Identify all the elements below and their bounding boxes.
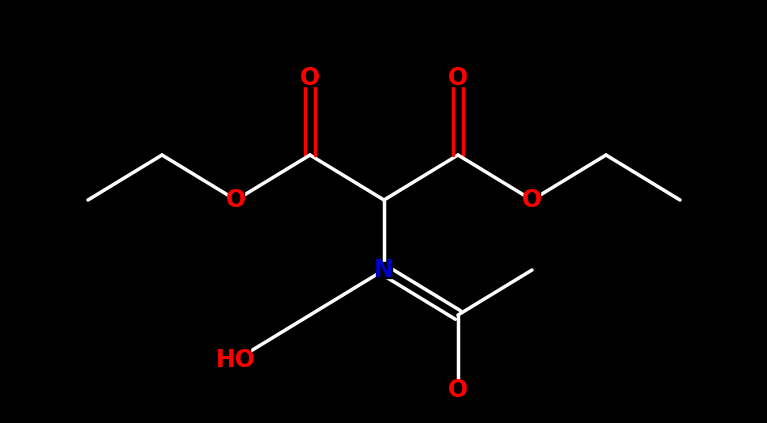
Text: O: O [522,188,542,212]
Bar [228,192,244,208]
Text: O: O [448,66,468,90]
Text: O: O [448,378,468,402]
Text: O: O [226,188,246,212]
Text: N: N [374,258,394,282]
Bar [302,70,318,86]
Bar [450,382,466,398]
Text: O: O [300,66,320,90]
Bar [376,262,392,278]
Bar [450,70,466,86]
Bar [524,192,540,208]
Text: HO: HO [216,348,256,372]
Bar [222,346,250,374]
